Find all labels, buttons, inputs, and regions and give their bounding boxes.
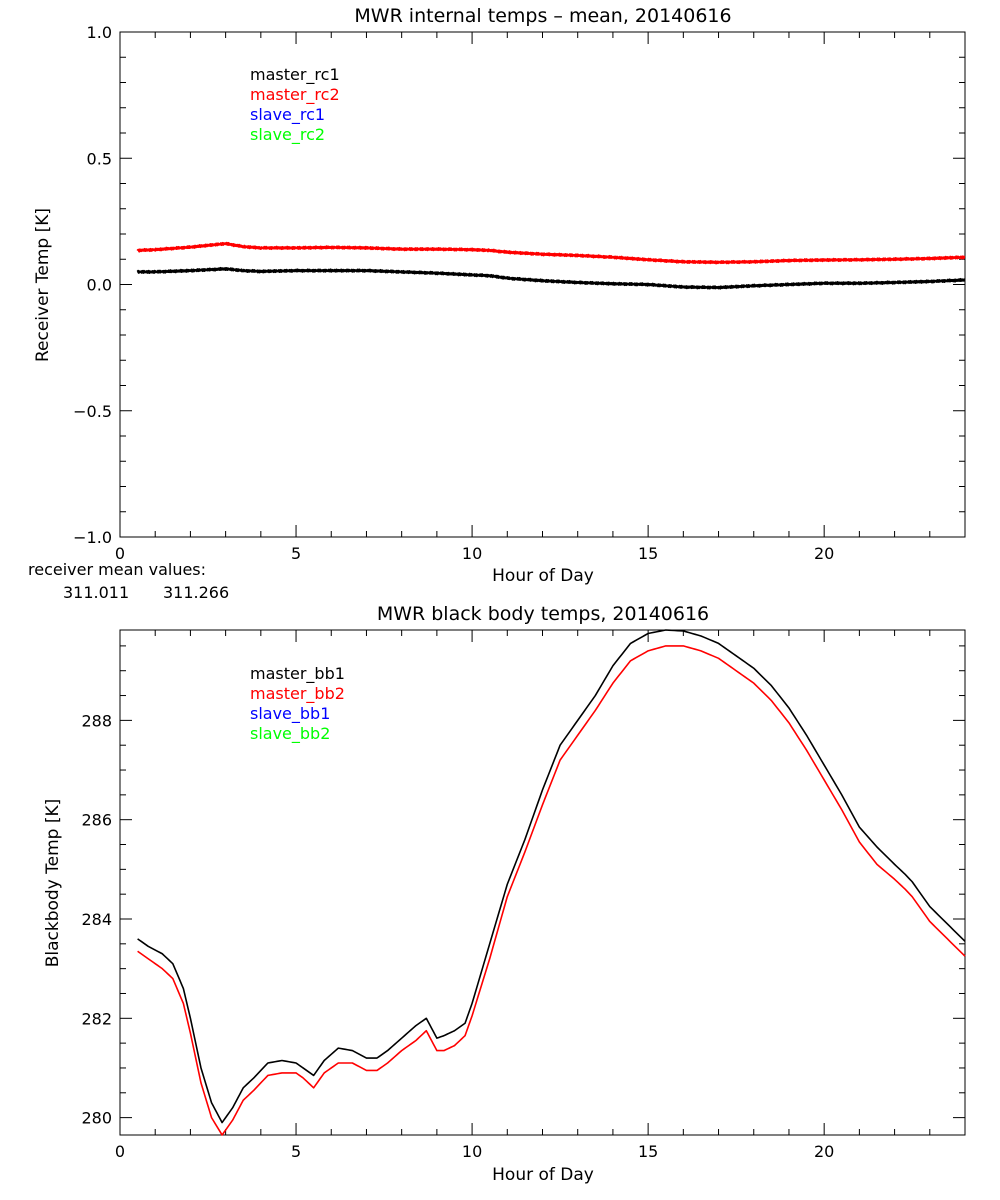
x-axis-label: Hour of Day xyxy=(492,1165,594,1185)
y-tick-label: −0.5 xyxy=(73,402,112,421)
x-tick-label: 0 xyxy=(115,1142,125,1161)
x-tick-label: 5 xyxy=(291,1142,301,1161)
y-tick-label: 288 xyxy=(81,711,112,730)
legend-entry-master-bb2: master_bb2 xyxy=(250,684,345,704)
x-tick-label: 15 xyxy=(638,544,658,563)
y-tick-label: 1.0 xyxy=(87,23,112,42)
series-line-master-bb1 xyxy=(137,629,966,1124)
legend-entry-master-rc2: master_rc2 xyxy=(250,85,340,105)
legend-entry-master-bb1: master_bb1 xyxy=(250,664,345,684)
series-lines xyxy=(137,629,966,1136)
y-axis-label: Receiver Temp [K] xyxy=(33,208,53,362)
x-axis-label: Hour of Day xyxy=(492,566,594,586)
receiver-mean-value-rc1: 311.011 xyxy=(63,583,129,602)
y-tick-label: −1.0 xyxy=(73,528,112,547)
x-tick-label: 15 xyxy=(638,1142,658,1161)
y-tick-label: 280 xyxy=(81,1109,112,1128)
chart-title: MWR black body temps, 20140616 xyxy=(377,603,709,625)
axis-ticks: 0 5 10 15 20 −1.0 −0.5 0.0 0.5 1.0 xyxy=(73,23,965,563)
series-line-master-rc2 xyxy=(136,241,966,265)
legend-entry-slave-bb2: slave_bb2 xyxy=(250,724,330,744)
receiver-mean-value-rc2: 311.266 xyxy=(163,583,229,602)
y-tick-label: 0.5 xyxy=(87,149,112,168)
y-axis-label: Blackbody Temp [K] xyxy=(43,799,63,968)
y-tick-label: 282 xyxy=(81,1009,112,1028)
legend-entry-slave-rc1: slave_rc1 xyxy=(250,105,325,125)
legend-entry-master-rc1: master_rc1 xyxy=(250,65,340,85)
legend-entry-slave-bb1: slave_bb1 xyxy=(250,704,330,724)
series-lines xyxy=(136,241,966,290)
blackbody-temp-chart: MWR black body temps, 20140616 0 5 10 15 20 2… xyxy=(43,603,966,1185)
receiver-temp-chart: MWR internal temps – mean, 20140616 0 5 10… xyxy=(28,5,966,602)
y-tick-label: 0.0 xyxy=(87,276,112,295)
legend-entry-slave-rc2: slave_rc2 xyxy=(250,125,325,145)
y-tick-label: 286 xyxy=(81,811,112,830)
x-tick-label: 0 xyxy=(115,544,125,563)
y-tick-label: 284 xyxy=(81,910,112,929)
x-tick-label: 10 xyxy=(462,1142,482,1161)
chart-title: MWR internal temps – mean, 20140616 xyxy=(354,5,731,27)
series-line-master-bb2 xyxy=(137,645,966,1136)
plot-frame xyxy=(119,629,966,1136)
x-tick-label: 10 xyxy=(462,544,482,563)
series-line-master-rc1 xyxy=(136,266,966,290)
receiver-mean-label: receiver mean values: xyxy=(28,560,206,579)
axis-ticks: 0 5 10 15 20 280 282 284 286 288 xyxy=(81,630,965,1161)
x-tick-label: 20 xyxy=(814,544,834,563)
x-tick-label: 20 xyxy=(814,1142,834,1161)
x-tick-label: 5 xyxy=(291,544,301,563)
